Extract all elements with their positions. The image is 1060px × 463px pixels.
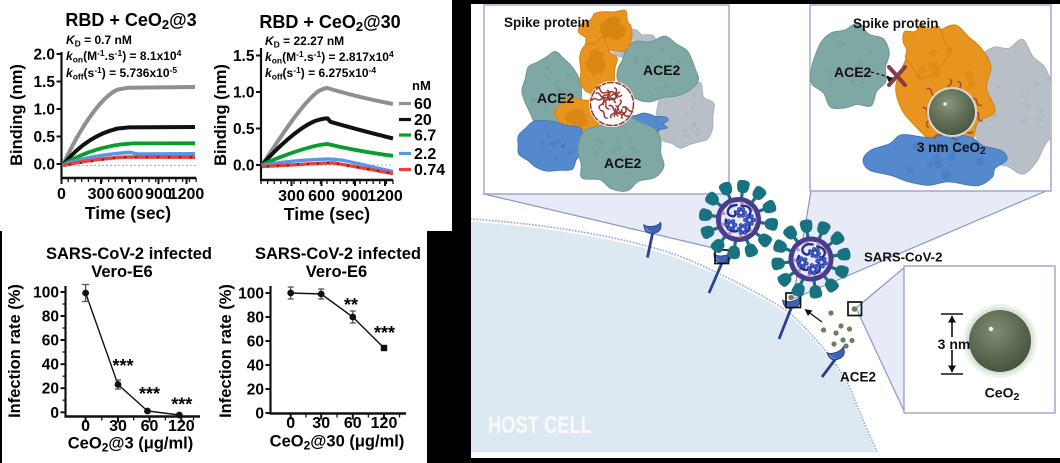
svg-text:Binding (nm): Binding (nm) bbox=[8, 64, 26, 166]
svg-text:SARS-CoV-2 infected: SARS-CoV-2 infected bbox=[255, 245, 421, 263]
svg-text:0.0: 0.0 bbox=[233, 158, 255, 175]
svg-text:60: 60 bbox=[141, 418, 159, 435]
svg-text:kon(M-1.s-1) = 2.817x104: kon(M-1.s-1) = 2.817x104 bbox=[265, 49, 394, 66]
svg-text:0: 0 bbox=[57, 186, 66, 203]
svg-text:0.74: 0.74 bbox=[414, 162, 445, 179]
svg-text:2.2: 2.2 bbox=[414, 146, 436, 163]
svg-text:CeO2@30 (μg/ml): CeO2@30 (μg/ml) bbox=[270, 433, 405, 453]
svg-text:1.0: 1.0 bbox=[233, 85, 255, 102]
svg-text:1.5: 1.5 bbox=[33, 74, 55, 91]
svg-text:0.5: 0.5 bbox=[33, 129, 55, 146]
svg-text:1200: 1200 bbox=[367, 188, 403, 205]
svg-text:Time (sec): Time (sec) bbox=[284, 204, 370, 224]
svg-text:3 nm: 3 nm bbox=[938, 336, 971, 352]
svg-text:30: 30 bbox=[109, 418, 127, 435]
svg-text:100: 100 bbox=[33, 285, 59, 302]
svg-text:60: 60 bbox=[344, 415, 362, 432]
svg-text:ACE2: ACE2 bbox=[604, 155, 642, 171]
svg-text:0: 0 bbox=[255, 406, 264, 423]
svg-text:Vero-E6: Vero-E6 bbox=[306, 263, 367, 281]
svg-text:CeO2@3 (μg/ml): CeO2@3 (μg/ml) bbox=[68, 435, 193, 455]
svg-text:300: 300 bbox=[88, 186, 115, 203]
svg-text:40: 40 bbox=[247, 358, 264, 375]
svg-text:120: 120 bbox=[371, 415, 398, 432]
svg-text:Spike protein: Spike protein bbox=[504, 15, 590, 30]
svg-text:***: *** bbox=[139, 384, 160, 404]
svg-text:ACE2: ACE2 bbox=[834, 64, 872, 80]
svg-text:RBD + CeO2@30: RBD + CeO2@30 bbox=[259, 12, 400, 34]
svg-text:Time (sec): Time (sec) bbox=[85, 203, 171, 223]
svg-text:60: 60 bbox=[247, 334, 264, 351]
svg-text:nM: nM bbox=[412, 78, 431, 93]
svg-text:1200: 1200 bbox=[169, 186, 205, 203]
svg-text:3 nm CeO2: 3 nm CeO2 bbox=[917, 140, 986, 157]
svg-text:RBD + CeO2@3: RBD + CeO2@3 bbox=[65, 10, 196, 32]
svg-text:100: 100 bbox=[238, 286, 264, 303]
svg-text:0: 0 bbox=[81, 418, 90, 435]
svg-text:***: *** bbox=[374, 323, 395, 343]
svg-text:900: 900 bbox=[145, 186, 172, 203]
svg-text:20: 20 bbox=[247, 382, 264, 399]
svg-text:120: 120 bbox=[168, 418, 195, 435]
svg-text:KD = 22.27 nM: KD = 22.27 nM bbox=[265, 34, 344, 50]
svg-text:80: 80 bbox=[247, 310, 264, 327]
svg-text:600: 600 bbox=[117, 186, 144, 203]
svg-text:0: 0 bbox=[286, 415, 295, 432]
svg-text:80: 80 bbox=[42, 309, 59, 326]
svg-text:ACE2: ACE2 bbox=[643, 62, 681, 78]
svg-text:300: 300 bbox=[278, 188, 305, 205]
svg-text:1.5: 1.5 bbox=[233, 48, 255, 65]
svg-text:60: 60 bbox=[414, 96, 432, 113]
svg-text:0.5: 0.5 bbox=[233, 121, 255, 138]
svg-text:600: 600 bbox=[308, 188, 335, 205]
svg-text:HOST CELL: HOST CELL bbox=[488, 412, 592, 439]
svg-text:1.0: 1.0 bbox=[33, 102, 55, 119]
svg-text:30: 30 bbox=[312, 415, 330, 432]
svg-text:SARS-CoV-2: SARS-CoV-2 bbox=[864, 250, 942, 265]
svg-text:ACE2: ACE2 bbox=[537, 90, 575, 106]
svg-text:Binding (nm): Binding (nm) bbox=[212, 64, 230, 166]
svg-text:***: *** bbox=[171, 395, 192, 415]
svg-text:0: 0 bbox=[50, 405, 59, 422]
svg-text:kon(M-1.s-1) = 8.1x104: kon(M-1.s-1) = 8.1x104 bbox=[66, 48, 182, 65]
svg-text:900: 900 bbox=[342, 188, 369, 205]
svg-text:ACE2: ACE2 bbox=[840, 370, 876, 385]
svg-text:60: 60 bbox=[42, 333, 59, 350]
svg-text:CeO2: CeO2 bbox=[985, 385, 1020, 404]
svg-text:Infection rate (%): Infection rate (%) bbox=[6, 284, 24, 418]
svg-text:***: *** bbox=[112, 356, 133, 376]
svg-text:2.0: 2.0 bbox=[33, 47, 55, 64]
svg-text:40: 40 bbox=[42, 357, 59, 374]
svg-text:20: 20 bbox=[414, 112, 432, 129]
svg-text:KD = 0.7 nM: KD = 0.7 nM bbox=[66, 33, 132, 49]
svg-text:20: 20 bbox=[42, 381, 59, 398]
svg-text:SARS-CoV-2 infected: SARS-CoV-2 infected bbox=[46, 245, 212, 263]
svg-text:Vero-E6: Vero-E6 bbox=[91, 263, 152, 281]
svg-text:6.7: 6.7 bbox=[414, 128, 436, 145]
svg-text:koff(s-1) = 5.736x10-5: koff(s-1) = 5.736x10-5 bbox=[66, 65, 177, 82]
svg-text:**: ** bbox=[344, 295, 358, 315]
svg-text:koff(s-1) = 6.275x10-4: koff(s-1) = 6.275x10-4 bbox=[265, 65, 376, 82]
svg-text:Infection rate (%): Infection rate (%) bbox=[217, 284, 235, 418]
svg-text:Spike protein: Spike protein bbox=[853, 16, 939, 31]
svg-text:0.0: 0.0 bbox=[33, 157, 55, 174]
